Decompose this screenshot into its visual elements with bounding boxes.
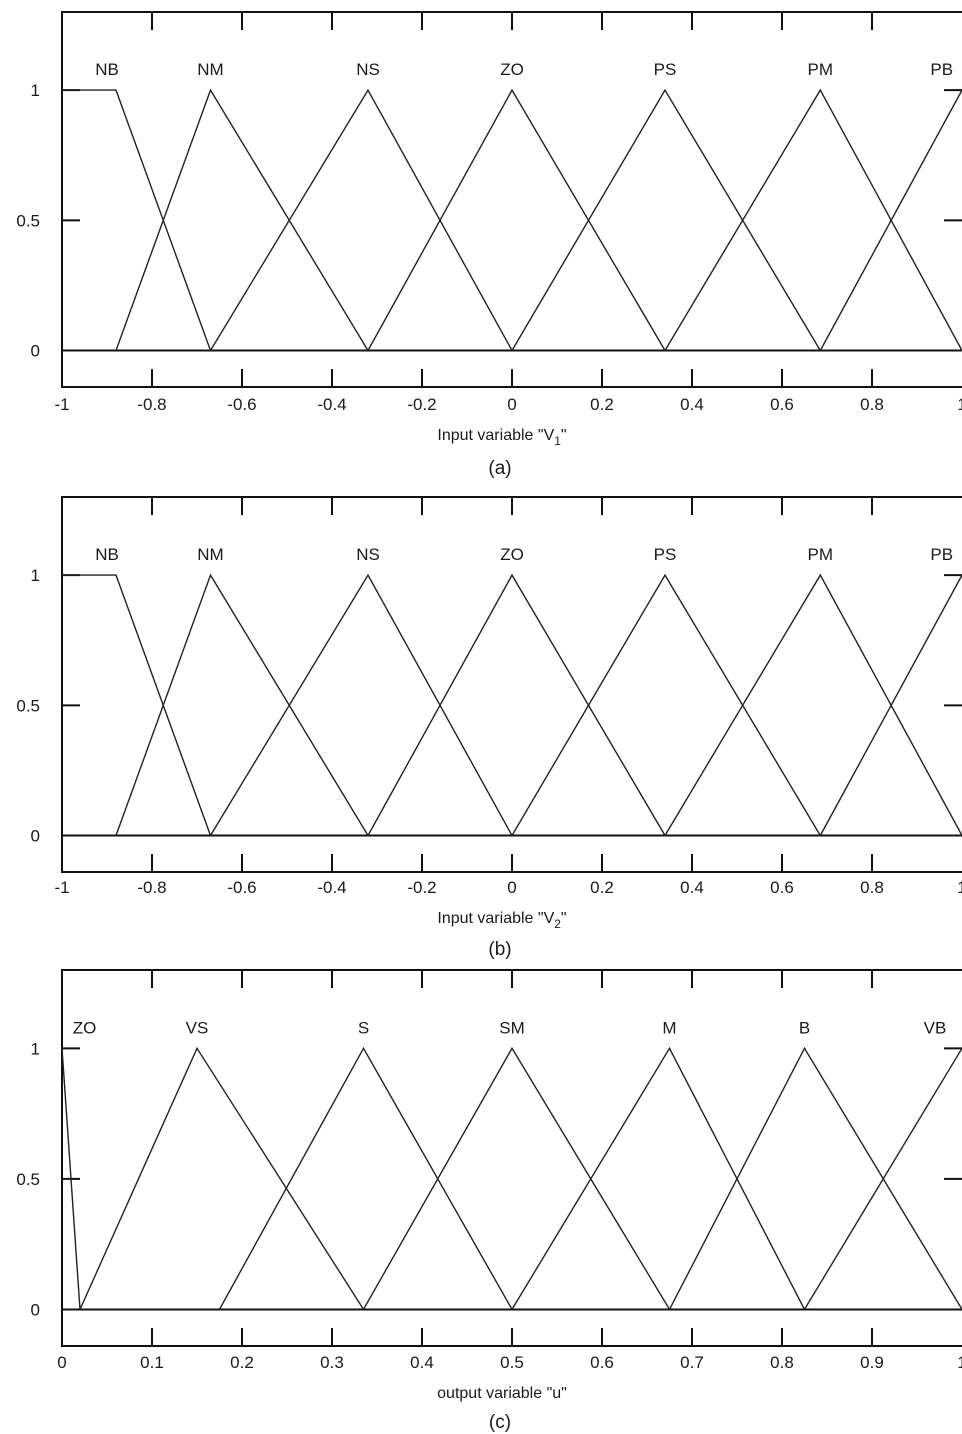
mf-label-sm: SM xyxy=(499,1018,525,1037)
panel-caption: (c) xyxy=(489,1412,511,1433)
mf-label-ns: NS xyxy=(356,60,380,79)
x-tick-label: -0.2 xyxy=(407,395,436,414)
panel-caption: (b) xyxy=(488,939,511,960)
mf-line-m xyxy=(511,1046,806,1310)
x-tick-label: -0.4 xyxy=(317,878,346,897)
mf-label-ps: PS xyxy=(654,60,677,79)
mf-line-sm xyxy=(362,1046,671,1310)
mf-label-nb: NB xyxy=(95,60,119,79)
chart-panel-b: -1 -0.8 -0.6 -0.4 -0.2 0 0.2 0.4 0.6 0.8 1 0 0.5 1 NB N… xyxy=(16,496,962,960)
x-tick-label: 0 xyxy=(57,1353,66,1372)
x-axis-title: output variable "u" xyxy=(437,1385,567,1402)
x-tick-label: 1 xyxy=(957,1353,962,1372)
mf-line-zo xyxy=(367,573,666,836)
x-tick-label: 0.8 xyxy=(770,1353,794,1372)
mf-label-zo: ZO xyxy=(500,60,524,79)
chart-panel-c: 0 0.1 0.2 0.3 0.4 0.5 0.6 0.7 0.8 0.9 1 0 0.5 1 ZO VS S S… xyxy=(16,969,962,1433)
x-tick-label: 0.4 xyxy=(680,395,704,414)
mf-label-nb: NB xyxy=(95,545,119,564)
x-tick-label: 0 xyxy=(507,395,516,414)
mf-line-ns xyxy=(209,573,513,836)
x-tick-label: 0.3 xyxy=(320,1353,344,1372)
mf-line-nb xyxy=(62,574,212,836)
x-tick-label: 1 xyxy=(957,878,962,897)
mf-line-zo xyxy=(367,88,666,351)
mf-label-nm: NM xyxy=(197,60,223,79)
x-tick-label: -1 xyxy=(54,395,69,414)
x-tick-label: -0.8 xyxy=(137,878,166,897)
mf-line-s xyxy=(218,1046,513,1310)
mf-line-ps xyxy=(511,573,821,836)
mf-label-zo: ZO xyxy=(500,545,524,564)
x-tick-label: -1 xyxy=(54,878,69,897)
x-tick-label: 0 xyxy=(507,878,516,897)
x-axis-title: Input variable "V2" xyxy=(437,910,566,931)
mf-line-pm xyxy=(664,573,962,836)
x-tick-label: 0.8 xyxy=(860,878,884,897)
x-tick-label: 0.2 xyxy=(590,878,614,897)
y-tick-label: 1 xyxy=(31,1039,40,1058)
mf-label-m: M xyxy=(662,1018,676,1037)
x-tick-label: -0.6 xyxy=(227,395,256,414)
chart-panel-a: -1 -0.8 -0.6 -0.4 -0.2 0 0.2 0.4 0.6 0.8 1 0 0.5 1 NB N… xyxy=(16,11,962,479)
mf-label-pb: PB xyxy=(930,545,953,564)
y-tick-label: 0 xyxy=(31,827,40,846)
mf-label-pm: PM xyxy=(808,60,834,79)
x-tick-label: 0.1 xyxy=(140,1353,164,1372)
mf-label-vs: VS xyxy=(186,1018,209,1037)
mf-line-ps xyxy=(511,88,821,351)
x-tick-label: 0.6 xyxy=(590,1353,614,1372)
y-tick-label: 0 xyxy=(31,342,40,361)
mf-label-nm: NM xyxy=(197,545,223,564)
mf-label-ns: NS xyxy=(356,545,380,564)
mf-line-pb xyxy=(819,89,962,351)
y-tick-label: 1 xyxy=(31,81,40,100)
mf-label-zo: ZO xyxy=(73,1018,97,1037)
mf-line-nb xyxy=(62,89,212,351)
x-tick-label: 1 xyxy=(957,395,962,414)
mf-line-nm xyxy=(115,573,369,836)
mf-line-vs xyxy=(79,1046,365,1310)
mf-line-pb xyxy=(819,574,962,836)
x-tick-label: 0.2 xyxy=(230,1353,254,1372)
x-tick-label: 0.9 xyxy=(860,1353,884,1372)
x-tick-label: 0.2 xyxy=(590,395,614,414)
y-tick-label: 0.5 xyxy=(16,211,40,230)
panel-caption: (a) xyxy=(488,458,511,479)
y-tick-label: 1 xyxy=(31,566,40,585)
x-tick-label: -0.8 xyxy=(137,395,166,414)
mf-label-b: B xyxy=(799,1018,810,1037)
mf-line-ns xyxy=(209,88,513,351)
x-tick-label: -0.2 xyxy=(407,878,436,897)
x-tick-label: -0.6 xyxy=(227,878,256,897)
mf-line-vb xyxy=(803,1047,962,1310)
mf-line-b xyxy=(668,1046,962,1310)
y-tick-label: 0.5 xyxy=(16,696,40,715)
mf-line-pm xyxy=(664,88,962,351)
mf-label-s: S xyxy=(358,1018,369,1037)
x-tick-label: -0.4 xyxy=(317,395,346,414)
x-tick-label: 0.6 xyxy=(770,395,794,414)
x-tick-label: 0.5 xyxy=(500,1353,524,1372)
mf-label-pb: PB xyxy=(930,60,953,79)
x-tick-label: 0.8 xyxy=(860,395,884,414)
x-tick-label: 0.6 xyxy=(770,878,794,897)
mf-line-zo xyxy=(61,1048,81,1310)
mf-label-vb: VB xyxy=(924,1018,947,1037)
y-tick-label: 0.5 xyxy=(16,1170,40,1189)
x-tick-label: 0.7 xyxy=(680,1353,704,1372)
mf-line-nm xyxy=(115,88,369,351)
x-axis-title: Input variable "V1" xyxy=(437,427,566,448)
x-tick-label: 0.4 xyxy=(410,1353,434,1372)
mf-label-pm: PM xyxy=(808,545,834,564)
y-tick-label: 0 xyxy=(31,1300,40,1319)
mf-label-ps: PS xyxy=(654,545,677,564)
x-tick-label: 0.4 xyxy=(680,878,704,897)
